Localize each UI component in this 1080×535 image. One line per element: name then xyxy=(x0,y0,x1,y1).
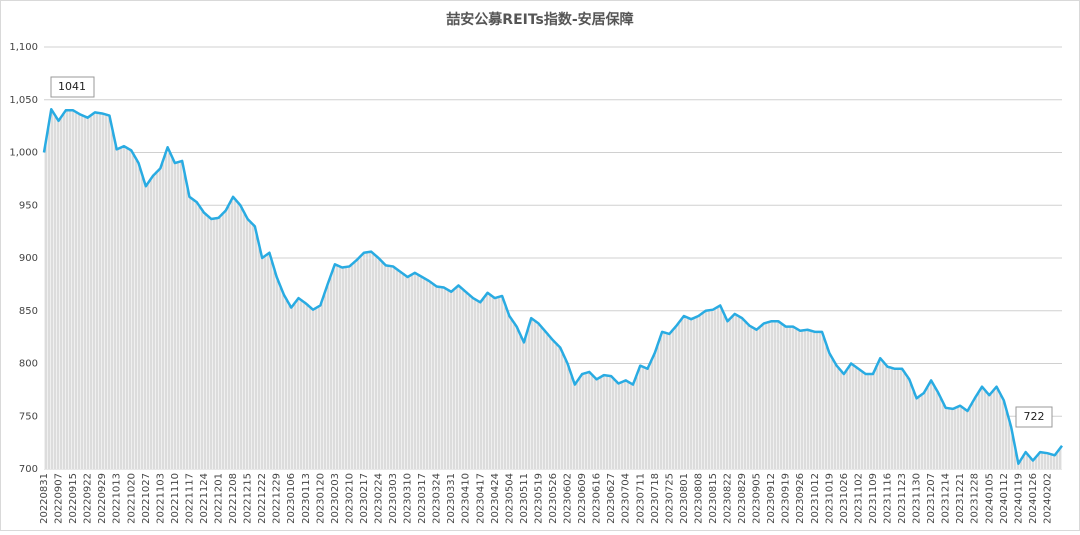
x-tick-label: 20230912 xyxy=(766,473,777,524)
x-tick-label: 20230203 xyxy=(330,473,341,524)
x-tick-label: 20230106 xyxy=(286,473,297,524)
x-tick-label: 20221215 xyxy=(243,473,254,524)
x-tick-label: 20231102 xyxy=(853,473,864,524)
x-tick-label: 20230711 xyxy=(635,473,646,524)
x-tick-label: 20230815 xyxy=(708,473,719,524)
y-tick-label: 900 xyxy=(19,253,38,264)
annotation-box xyxy=(1015,406,1053,428)
x-tick-label: 20221027 xyxy=(141,473,152,524)
x-tick-label: 20230616 xyxy=(592,473,603,524)
x-tick-label: 20220831 xyxy=(39,473,50,524)
x-tick-label: 20230919 xyxy=(781,473,792,524)
x-tick-label: 20221013 xyxy=(112,473,123,524)
x-tick-label: 20230704 xyxy=(621,473,632,524)
x-tick-label: 20230410 xyxy=(461,473,472,524)
x-tick-label: 20221201 xyxy=(214,473,225,524)
x-tick-label: 20230324 xyxy=(432,473,443,524)
x-tick-label: 20231214 xyxy=(941,473,952,524)
x-tick-label: 20220915 xyxy=(68,473,79,524)
line-series xyxy=(42,108,1063,465)
x-tick-label: 20230224 xyxy=(373,473,384,524)
y-tick-label: 800 xyxy=(19,359,38,370)
annotation: 1041 xyxy=(58,80,86,93)
x-tick-label: 20230627 xyxy=(606,473,617,524)
x-tick-label: 20221020 xyxy=(126,473,137,524)
x-tick-label: 20221229 xyxy=(272,473,283,524)
x-tick-label: 20230511 xyxy=(519,473,530,524)
x-tick-label: 20221124 xyxy=(199,473,210,524)
x-tick-label: 20221117 xyxy=(184,473,195,524)
x-tick-label: 20231123 xyxy=(897,473,908,524)
x-tick-label: 20240105 xyxy=(984,473,995,524)
area-layer xyxy=(44,109,1062,469)
x-tick-label: 20230120 xyxy=(315,473,326,524)
y-tick-label: 700 xyxy=(19,464,38,475)
y-tick-label: 1,100 xyxy=(9,42,38,53)
x-tick-label: 20230526 xyxy=(548,473,559,524)
annotation: 722 xyxy=(1024,410,1045,423)
x-tick-label: 20230609 xyxy=(577,473,588,524)
x-tick-label: 20240126 xyxy=(1028,473,1039,524)
x-tick-label: 20221103 xyxy=(155,473,166,524)
x-tick-label: 20230829 xyxy=(737,473,748,524)
x-tick-label: 20231026 xyxy=(839,473,850,524)
x-tick-label: 20230905 xyxy=(752,473,763,524)
y-tick-label: 1,000 xyxy=(9,148,38,159)
x-tick-label: 20230310 xyxy=(403,473,414,524)
x-tick-label: 20230801 xyxy=(679,473,690,524)
x-tick-label: 20230602 xyxy=(563,473,574,524)
x-tick-label: 20231228 xyxy=(970,473,981,524)
x-tick-label: 20231207 xyxy=(926,473,937,524)
x-tick-label: 20231130 xyxy=(912,473,923,524)
x-tick-label: 20220929 xyxy=(97,473,108,524)
line-layer xyxy=(42,108,1063,465)
annotation-box xyxy=(50,76,95,98)
x-tick-label: 20240119 xyxy=(1013,473,1024,524)
chart-title: 喆安公募REITs指数-安居保障 xyxy=(446,11,633,28)
y-tick-label: 950 xyxy=(19,200,38,211)
x-tick-label: 20230424 xyxy=(490,473,501,524)
x-tick-label: 20230217 xyxy=(359,473,370,524)
x-tick-label: 20231012 xyxy=(810,473,821,524)
x-tick-label: 20221110 xyxy=(170,473,181,524)
x-tick-label: 20230210 xyxy=(344,473,355,524)
x-tick-label: 20231116 xyxy=(882,473,893,524)
x-tick-label: 20230417 xyxy=(475,473,486,524)
area-fill xyxy=(44,109,1062,469)
x-tick-label: 20221208 xyxy=(228,473,239,524)
x-tick-label: 20230331 xyxy=(446,473,457,524)
x-tick-label: 20221222 xyxy=(257,473,268,524)
x-tick-label: 20231221 xyxy=(955,473,966,524)
x-tick-label: 20231019 xyxy=(824,473,835,524)
x-tick-label: 20220922 xyxy=(83,473,94,524)
x-tick-label: 20220907 xyxy=(54,473,65,524)
x-tick-label: 20230926 xyxy=(795,473,806,524)
x-tick-label: 20230504 xyxy=(504,473,515,524)
x-tick-label: 20230317 xyxy=(417,473,428,524)
x-tick-label: 20230519 xyxy=(533,473,544,524)
label-layer: 700 750 800 850 900 950 1,000 1,050 1,100 2022083… xyxy=(9,42,1053,524)
x-tick-label: 20231109 xyxy=(868,473,879,524)
x-tick-label: 20230113 xyxy=(301,473,312,524)
x-tick-label: 20240202 xyxy=(1042,473,1053,524)
x-tick-label: 20230822 xyxy=(723,473,734,524)
x-tick-label: 20240112 xyxy=(999,473,1010,524)
x-tick-label: 20230303 xyxy=(388,473,399,524)
x-tick-label: 20230718 xyxy=(650,473,661,524)
y-tick-label: 1,050 xyxy=(9,95,38,106)
y-tick-label: 850 xyxy=(19,306,38,317)
x-tick-label: 20230808 xyxy=(693,473,704,524)
y-tick-label: 750 xyxy=(19,411,38,422)
x-tick-label: 20230725 xyxy=(664,473,675,524)
